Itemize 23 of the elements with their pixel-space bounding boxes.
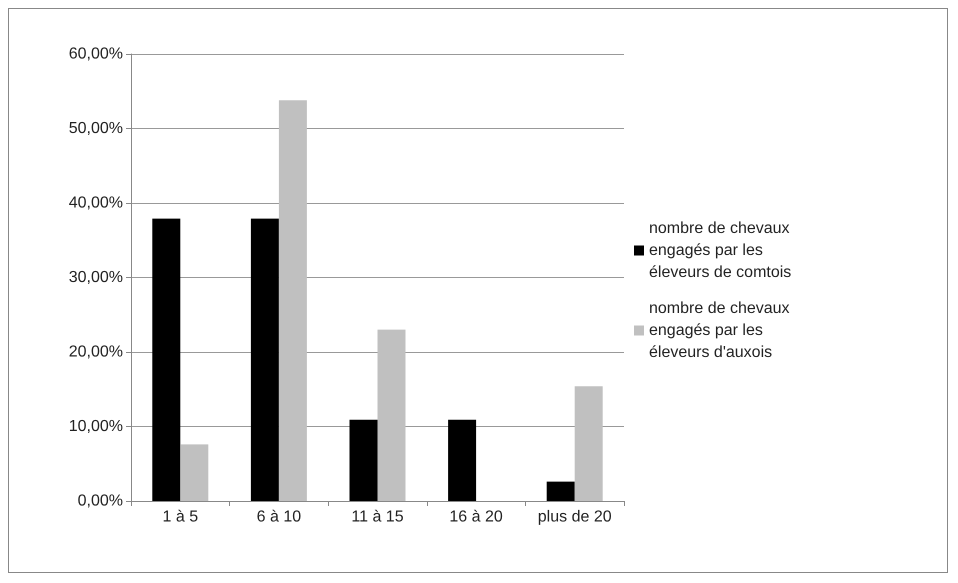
x-tick-label: 11 à 15: [351, 508, 404, 526]
bar: [152, 218, 180, 501]
bar: [378, 330, 406, 501]
y-tick-label: 60,00%: [68, 46, 123, 62]
bar: [350, 420, 378, 501]
y-tick-label: 20,00%: [68, 344, 123, 360]
bar: [250, 218, 279, 501]
x-tick-label: 16 à 20: [449, 508, 503, 526]
y-tick-label: 50,00%: [68, 120, 123, 137]
x-tick-label: 1 à 5: [162, 508, 198, 526]
y-tick-label: 40,00%: [68, 194, 123, 212]
bar: [574, 386, 603, 501]
bar: [546, 482, 575, 501]
legend-label: nombre de chevaux engagés par les éleveurs d'auxois: [649, 300, 794, 361]
bar: [180, 444, 208, 501]
y-tick-label: 0,00%: [78, 492, 123, 510]
y-tick-label: 10,00%: [68, 418, 123, 435]
bar: [448, 420, 476, 501]
bar: [278, 100, 307, 501]
x-tick-label: 6 à 10: [256, 508, 302, 526]
legend-label: nombre de chevaux engagés par les éleveurs de comtois: [649, 220, 794, 281]
x-tick-label: plus de 20: [538, 508, 612, 526]
y-tick-label: 30,00%: [68, 269, 123, 286]
